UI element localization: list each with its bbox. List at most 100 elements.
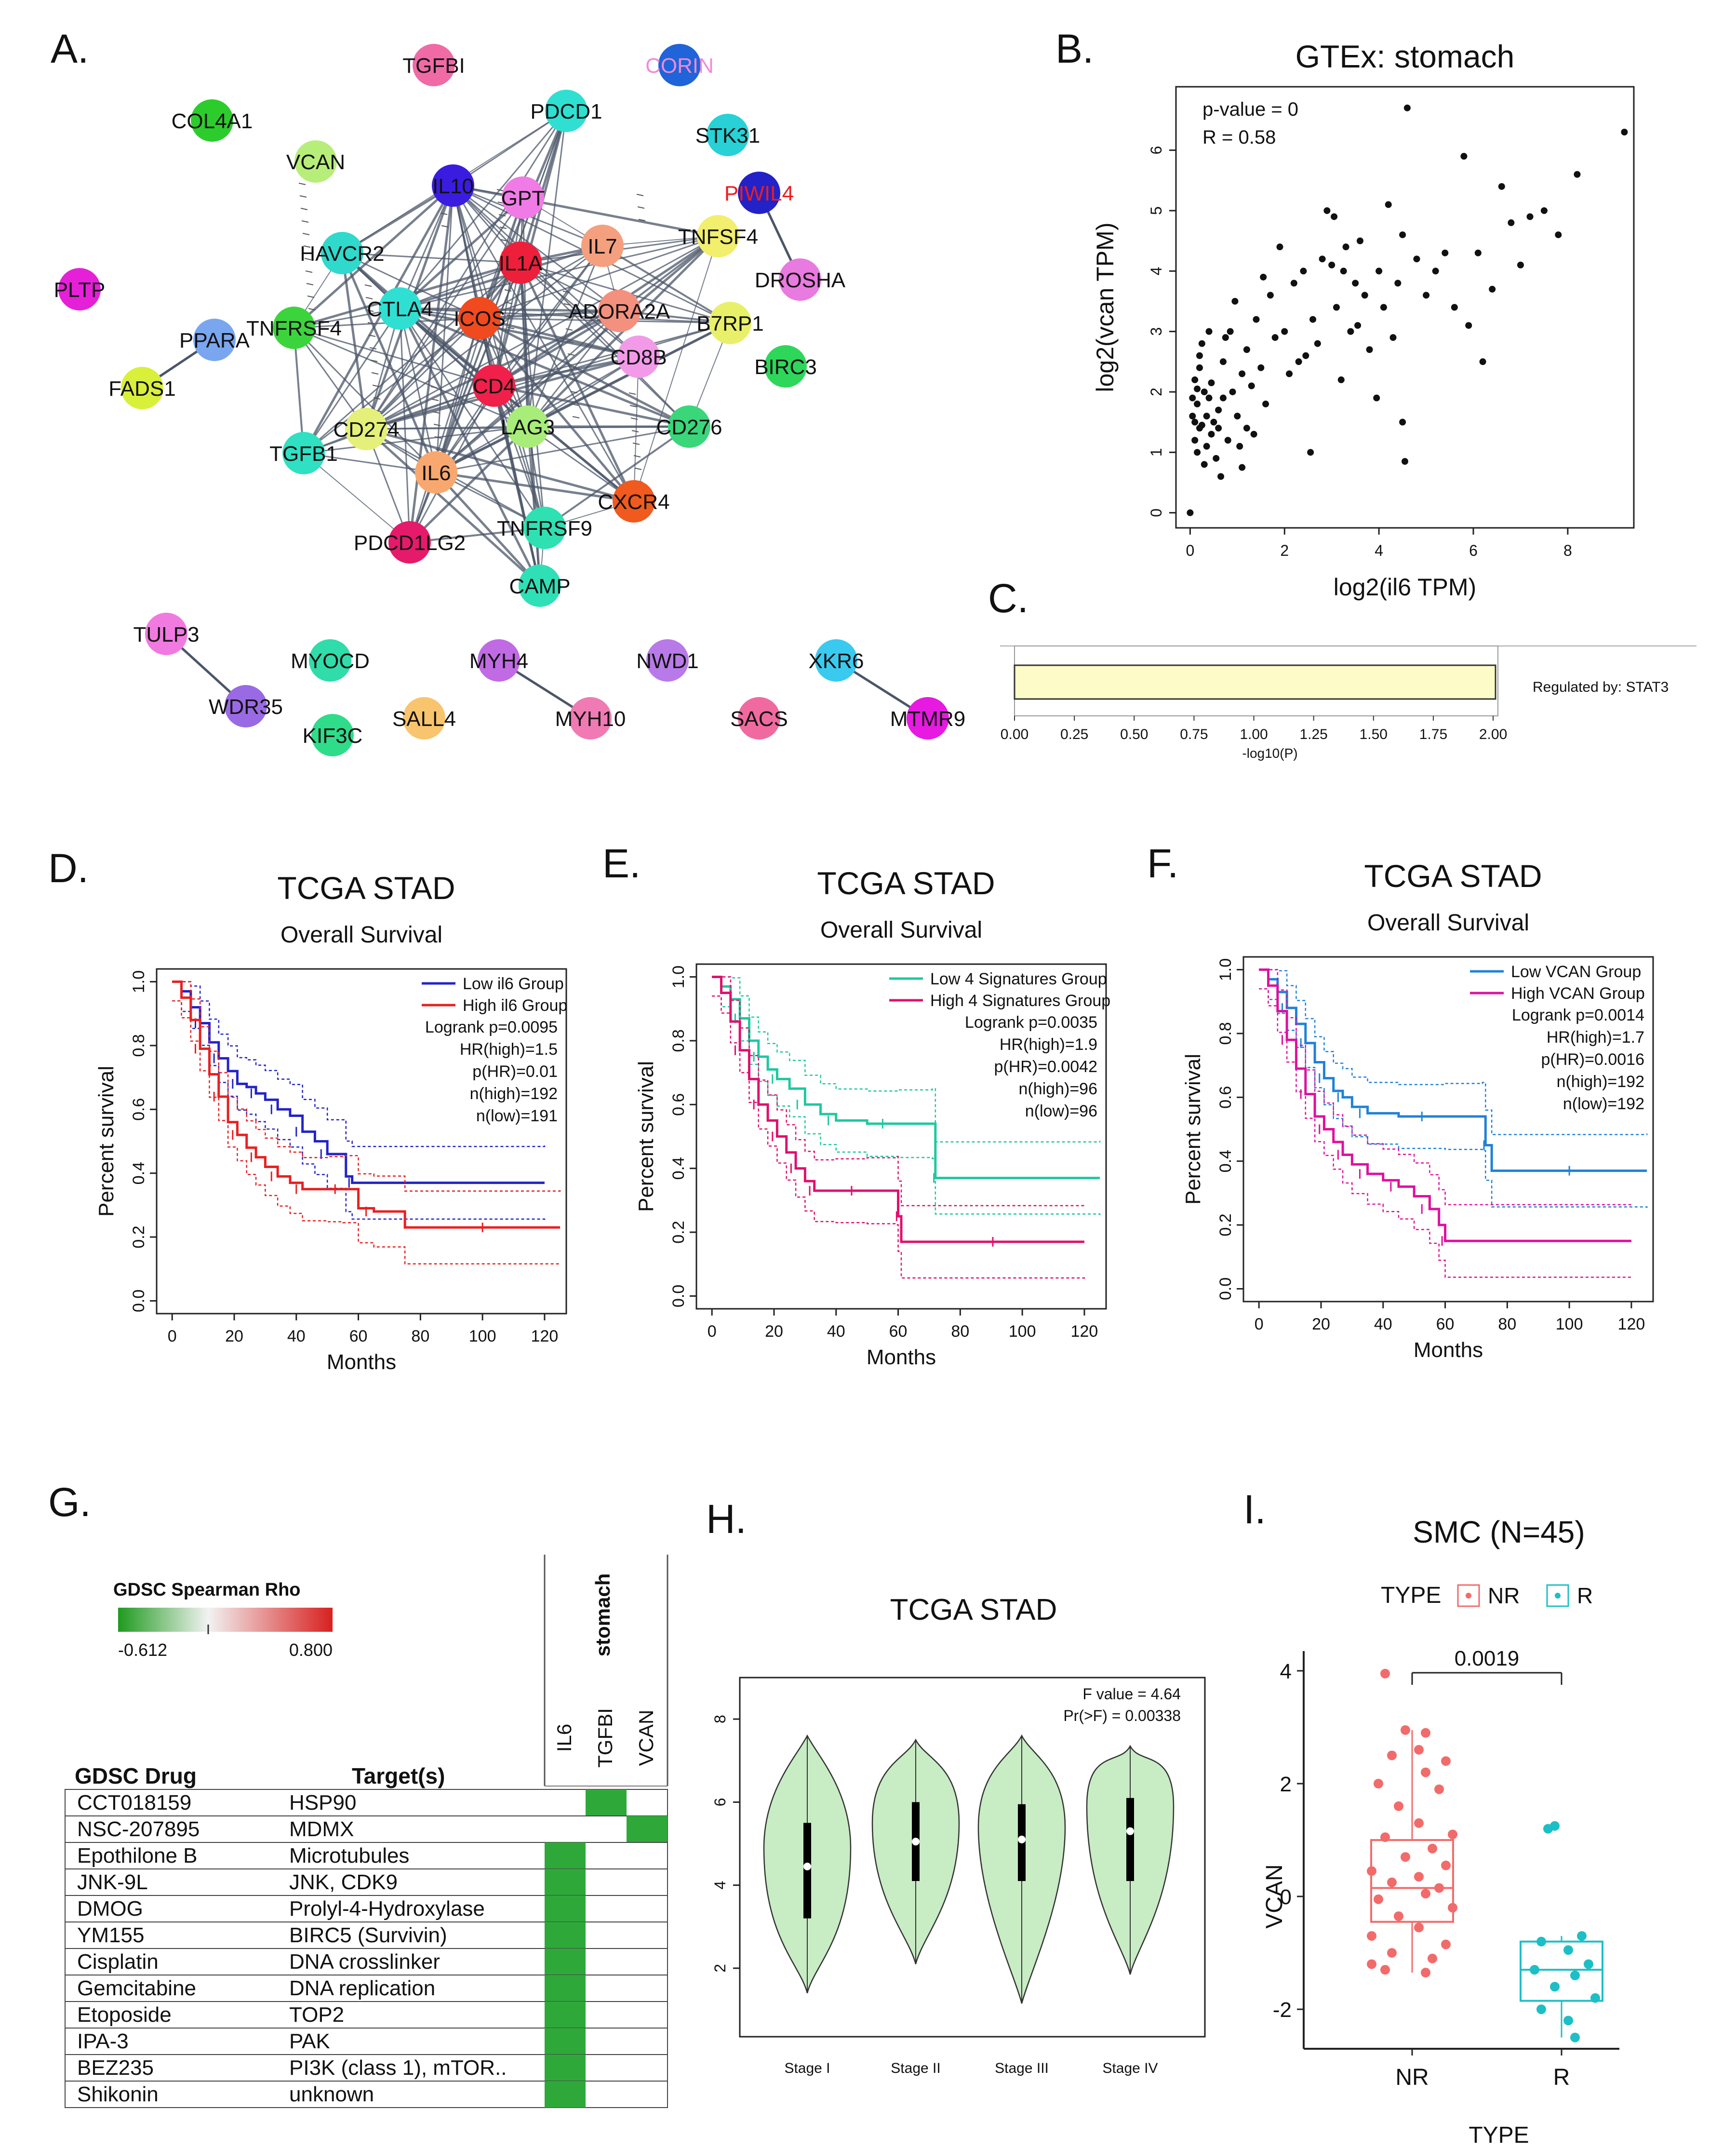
violin-box: [1126, 1798, 1134, 1881]
network-node: [415, 451, 457, 494]
scatter-point: [1215, 425, 1222, 432]
table-cell-target: HSP90: [289, 1791, 356, 1814]
box-point: [1570, 2032, 1580, 2042]
network-weak-edge: [636, 194, 644, 196]
network-node-label: IL1A: [499, 252, 543, 275]
box-point: [1536, 2004, 1546, 2015]
network-node: [321, 232, 363, 274]
network-node-label: PDCD1LG2: [354, 531, 466, 555]
scatter-point: [1460, 153, 1468, 160]
scatter-point: [1198, 340, 1205, 347]
box-point: [1414, 1872, 1424, 1882]
network-edge: [408, 185, 454, 543]
y-tick-label: 0.4: [130, 1162, 148, 1184]
scatter-point: [1356, 237, 1363, 244]
km-stat: n(low)=96: [1025, 1102, 1097, 1120]
scatter-point: [1399, 231, 1406, 239]
network-node: [668, 405, 710, 448]
panel-letter-d: D.: [48, 846, 89, 891]
network-node-label: BIRC3: [754, 355, 817, 379]
box-point: [1367, 1931, 1376, 1941]
scatter-point: [1253, 316, 1260, 323]
table-cell-significant: [545, 1948, 586, 1975]
box-point: [1563, 2016, 1573, 2026]
network-edge: [399, 185, 454, 309]
network-weak-edge: [634, 468, 642, 470]
x-tick-label: 8: [1563, 542, 1572, 559]
network-node-label: IL6: [421, 461, 451, 485]
network-edge: [365, 110, 567, 430]
violin-category-label: Stage IV: [1102, 2060, 1158, 2076]
x-tick-label: 40: [827, 1322, 845, 1341]
km-xlabel: Months: [1414, 1338, 1483, 1362]
network-node-label: NWD1: [636, 649, 699, 673]
network-weak-edge: [298, 183, 306, 185]
scatter-point: [1260, 273, 1267, 281]
network-node-label: LAG3: [501, 416, 555, 439]
network-edge: [400, 308, 731, 324]
x-tick-label: 1.25: [1299, 726, 1327, 742]
x-tick-label: 80: [951, 1322, 969, 1341]
network-weak-edge: [369, 347, 377, 349]
y-tick-label: 0.0: [1216, 1277, 1235, 1300]
network-node-label: MYH10: [555, 707, 626, 731]
network-weak-edge: [632, 443, 640, 445]
network-node: [478, 639, 520, 682]
scatter-point: [1307, 449, 1314, 456]
network-edge: [479, 309, 620, 320]
panel-letter-e: E.: [602, 841, 641, 886]
network-node-label: CD276: [656, 416, 722, 439]
network-node-label: KIF3C: [303, 724, 363, 748]
network-edge: [479, 317, 690, 428]
x-tick-label: 40: [287, 1327, 306, 1345]
network-node-label: PDCD1: [530, 100, 602, 123]
km-stat: HR(high)=1.5: [460, 1040, 558, 1059]
table-row: [65, 2081, 668, 2108]
network-edge: [365, 428, 541, 587]
x-tick-label: 1.00: [1240, 726, 1268, 742]
network-weak-edge: [307, 296, 315, 298]
table-cell-target: PAK: [289, 2029, 330, 2053]
table-cell-target: BIRC5 (Survivin): [289, 1923, 447, 1947]
table-cell-target: Microtubules: [289, 1844, 409, 1868]
x-tick-label: 0.25: [1060, 726, 1088, 742]
x-tick-label: 0: [1186, 542, 1194, 559]
box-legend-title: TYPE: [1381, 1583, 1441, 1608]
network-weak-edge: [364, 284, 372, 287]
network-edge: [479, 317, 639, 358]
network-node: [225, 685, 267, 727]
network-weak-edge: [496, 189, 504, 191]
box-point: [1448, 1903, 1457, 1913]
y-tick-label: 4: [1280, 1660, 1292, 1683]
network-weak-edge: [305, 270, 313, 273]
network-node-label: TGFB1: [269, 442, 338, 466]
network-weak-edge: [373, 397, 381, 400]
network-node: [145, 613, 187, 655]
box-point: [1367, 1959, 1376, 1969]
scatter-point: [1239, 370, 1246, 377]
network-edge: [303, 308, 401, 454]
network-node-label: MYH4: [469, 649, 528, 673]
scatter-point: [1227, 328, 1234, 335]
table-cell-target: JNK, CDK9: [289, 1870, 398, 1894]
table-cell-drug: Gemcitabine: [77, 1976, 196, 2000]
y-tick-label: 3: [1148, 327, 1165, 336]
network-weak-edge: [566, 341, 574, 343]
y-tick-label: 1: [1148, 448, 1165, 457]
km-legend-label: High VCAN Group: [1511, 984, 1645, 1003]
x-tick-label: 2: [1280, 542, 1289, 559]
scatter-point: [1413, 255, 1420, 263]
y-tick-label: 1.0: [130, 970, 148, 993]
scatter-point: [1208, 379, 1215, 387]
group-label: stomach: [591, 1573, 614, 1657]
km-stat: Logrank p=0.0035: [965, 1013, 1097, 1032]
scatter-point: [1361, 292, 1368, 299]
km-legend-label: Low 4 Signatures Group: [930, 970, 1107, 988]
scatter-point: [1236, 443, 1243, 450]
box-point: [1367, 1866, 1376, 1876]
scatter-point: [1191, 418, 1199, 426]
network-node: [545, 90, 588, 132]
network-node: [707, 114, 749, 156]
network-node: [738, 697, 780, 739]
scatter-point: [1219, 394, 1227, 402]
